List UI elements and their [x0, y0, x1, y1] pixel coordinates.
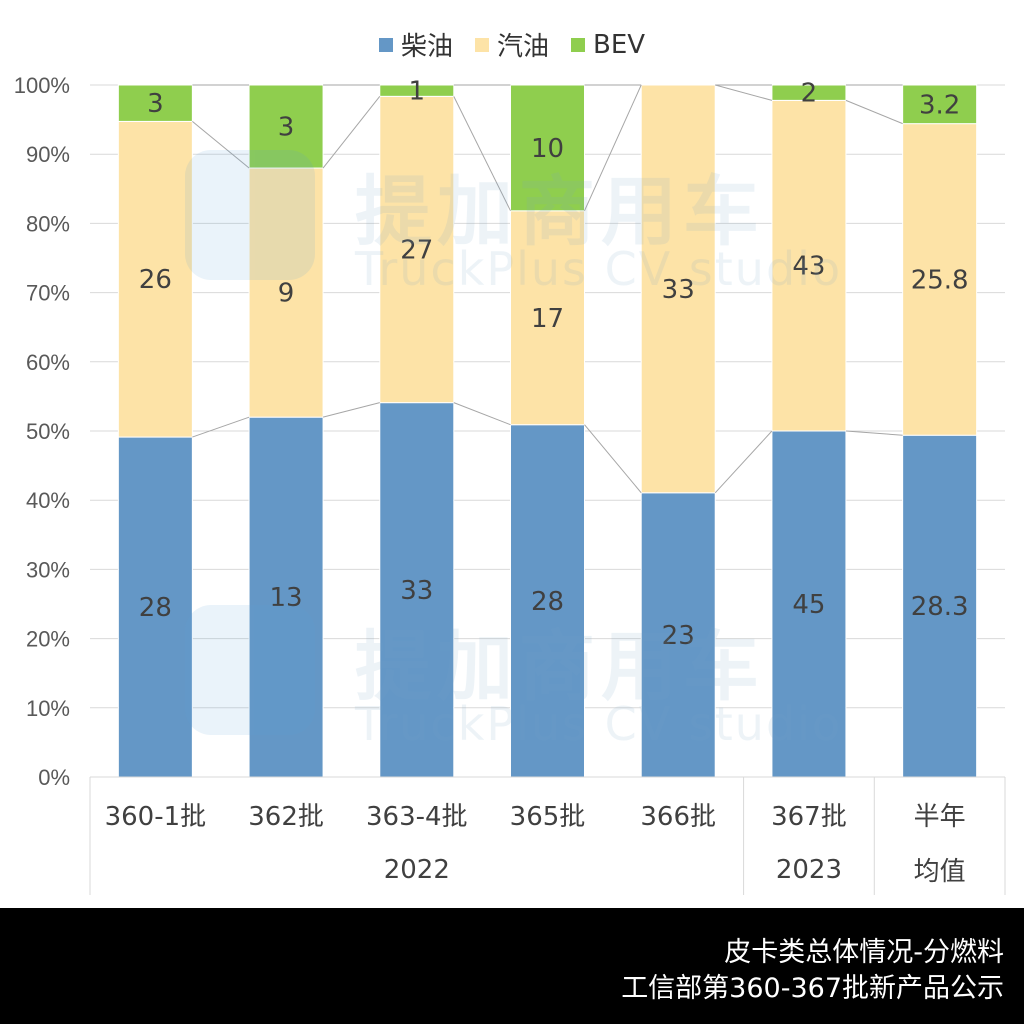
bar-segment [640, 84, 716, 494]
y-tick-label: 90% [26, 142, 70, 167]
y-tick-label: 40% [26, 488, 70, 513]
bar-segment [771, 99, 847, 432]
y-tick-label: 20% [26, 627, 70, 652]
series-line [453, 96, 511, 212]
legend-label-bev: BEV [592, 29, 646, 60]
y-tick-label: 60% [26, 350, 70, 375]
x-group-label: 2022 [384, 855, 450, 885]
y-tick-label: 30% [26, 557, 70, 582]
x-tick-label: 367批 [771, 802, 847, 832]
bar-segment [117, 120, 193, 438]
data-label: 28 [531, 587, 564, 617]
bar-segment [902, 434, 978, 778]
series-line [192, 416, 250, 438]
y-tick-label: 10% [26, 696, 70, 721]
x-tick-label: 365批 [510, 802, 586, 832]
data-label: 33 [400, 576, 433, 606]
legend-swatch-bev [570, 37, 585, 52]
x-tick-label: 均值 [914, 857, 966, 887]
x-tick-label: 362批 [248, 802, 324, 832]
series-line [715, 84, 773, 101]
x-tick-label: 363-4批 [366, 802, 468, 832]
y-tick-label: 80% [26, 211, 70, 236]
legend-swatch-diesel [378, 37, 393, 52]
data-label: 43 [792, 252, 825, 282]
bar-segment [248, 84, 324, 169]
bar-segment [248, 167, 324, 418]
bar-segment [379, 402, 455, 778]
bar-segment [379, 95, 455, 404]
data-label: 26 [139, 265, 172, 295]
series-line [584, 84, 642, 212]
legend-label-diesel: 柴油 [400, 32, 453, 62]
legend-swatch-gasoline [474, 37, 489, 52]
legend: 柴油 汽油 BEV [0, 26, 1024, 63]
data-label: 25.8 [911, 265, 969, 295]
series-line [584, 424, 642, 494]
bar-segment [771, 84, 847, 101]
series-line [714, 430, 773, 494]
series-line [845, 430, 903, 436]
bar-segment [902, 123, 978, 436]
data-label: 33 [662, 275, 695, 305]
series-line [192, 121, 250, 169]
series-line [453, 402, 511, 426]
footer-title: 皮卡类总体情况-分燃料 [724, 937, 1004, 968]
data-label: 13 [270, 583, 303, 613]
bar-segment [771, 430, 847, 778]
bar-segment [902, 84, 978, 125]
series-line [322, 96, 381, 169]
bar-segment [510, 210, 585, 426]
bar-segment [510, 84, 585, 212]
x-group-label: 2023 [776, 855, 842, 885]
data-label: 27 [400, 235, 433, 265]
data-label: 45 [792, 590, 825, 620]
data-label: 3.2 [919, 90, 960, 120]
y-tick-label: 0% [38, 765, 70, 790]
bar-segment [117, 84, 193, 122]
data-label: 28.3 [911, 592, 969, 622]
data-label: 17 [531, 304, 564, 334]
legend-item-gasoline: 汽油 [474, 26, 549, 63]
data-label: 23 [662, 621, 695, 651]
series-line [845, 99, 903, 125]
y-tick-label: 70% [26, 281, 70, 306]
x-tick-label: 半年 [914, 802, 966, 832]
legend-item-bev: BEV [570, 26, 646, 63]
data-label: 10 [531, 134, 564, 164]
y-tick-label: 50% [26, 419, 70, 444]
data-label: 28 [139, 593, 172, 623]
data-label: 1 [409, 77, 426, 107]
legend-item-diesel: 柴油 [378, 26, 453, 63]
bar-segment [379, 84, 455, 97]
data-label: 3 [147, 89, 164, 119]
x-tick-label: 366批 [640, 802, 716, 832]
data-label: 3 [278, 113, 295, 143]
y-tick-label: 100% [14, 73, 70, 98]
footer-banner: 皮卡类总体情况-分燃料 工信部第360-367批新产品公示 [0, 908, 1024, 1024]
bar-segment [640, 492, 716, 778]
x-tick-label: 360-1批 [105, 802, 207, 832]
footer-subtitle: 工信部第360-367批新产品公示 [621, 973, 1004, 1004]
stacked-bar-chart: 0% 10% 20% 30% 40% 50% 60% 70% 80% 90% 100% 28 26 3 36… [14, 73, 1006, 895]
bar-segment [248, 416, 324, 778]
data-label: 2 [801, 79, 818, 109]
data-label: 9 [278, 279, 295, 309]
legend-label-gasoline: 汽油 [496, 32, 549, 62]
series-line [322, 402, 380, 418]
bar-segment [117, 436, 193, 778]
